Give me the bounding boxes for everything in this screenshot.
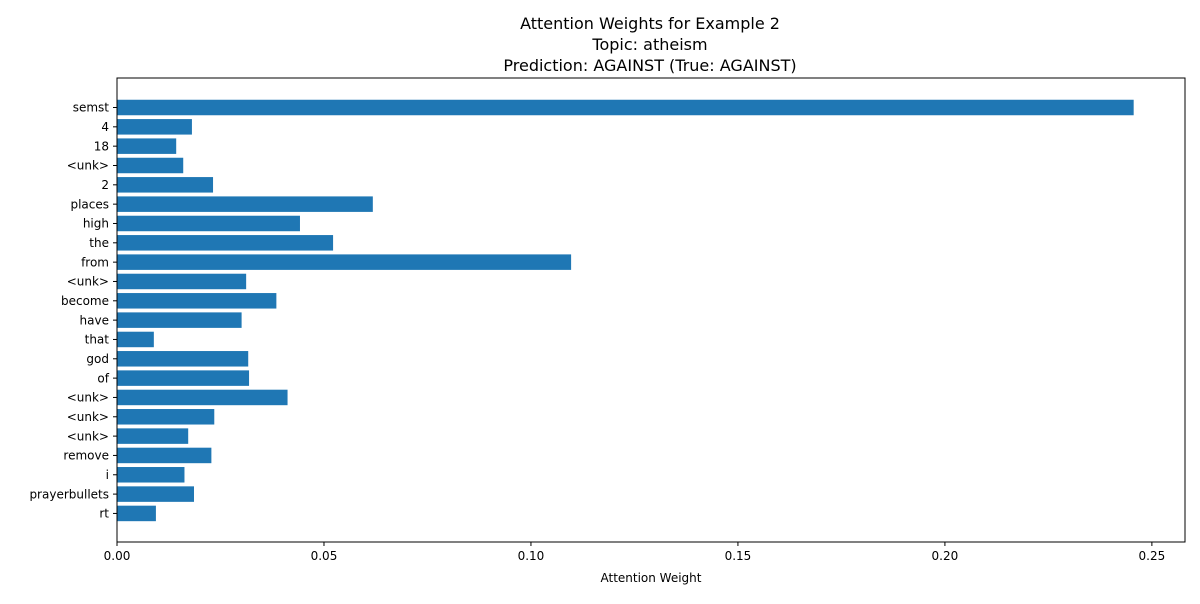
bar xyxy=(117,409,215,425)
y-tick-label: <unk> xyxy=(67,410,109,424)
bar xyxy=(117,293,277,309)
chart-title-line-2: Topic: atheism xyxy=(591,35,707,54)
bar xyxy=(117,486,194,502)
bar xyxy=(117,370,250,386)
y-tick-label: high xyxy=(83,217,109,231)
y-tick-label: <unk> xyxy=(67,391,109,405)
y-tick-label: the xyxy=(89,236,109,250)
x-axis-ticks: 0.00 0.05 0.10 0.15 0.20 0.25 xyxy=(104,542,1166,563)
y-tick-label: have xyxy=(80,313,109,327)
y-tick-label: god xyxy=(86,352,109,366)
y-tick-label: that xyxy=(85,333,110,347)
bar xyxy=(117,196,373,212)
chart-title-line-3: Prediction: AGAINST (True: AGAINST) xyxy=(503,56,796,75)
bar xyxy=(117,428,189,444)
chart-title-line-1: Attention Weights for Example 2 xyxy=(520,14,780,33)
bar xyxy=(117,312,242,328)
bar xyxy=(117,389,288,406)
x-tick-label: 0.10 xyxy=(518,549,545,563)
x-axis-label: Attention Weight xyxy=(600,571,701,585)
y-tick-label: rt xyxy=(99,507,109,521)
y-tick-label: 2 xyxy=(101,178,109,192)
y-axis-ticks: semst 4 18 <unk> 2 places high the from <unk> beco… xyxy=(29,101,117,521)
y-tick-label: 4 xyxy=(101,120,109,134)
bar xyxy=(117,505,156,522)
bar xyxy=(117,351,249,367)
chart-title: Attention Weights for Example 2 Topic: a… xyxy=(503,14,796,75)
y-tick-label: <unk> xyxy=(67,275,109,289)
bar xyxy=(117,447,212,464)
bar xyxy=(117,235,334,251)
y-tick-label: of xyxy=(97,371,109,385)
y-tick-label: semst xyxy=(73,101,110,115)
y-tick-label: prayerbullets xyxy=(29,487,109,501)
y-tick-label: i xyxy=(106,468,109,482)
y-tick-label: <unk> xyxy=(67,429,109,443)
x-tick-label: 0.05 xyxy=(311,549,338,563)
x-tick-label: 0.20 xyxy=(932,549,959,563)
bar xyxy=(117,331,154,348)
bar xyxy=(117,254,572,270)
y-tick-label: <unk> xyxy=(67,159,109,173)
bars-group xyxy=(117,99,1134,522)
bar xyxy=(117,467,185,483)
x-tick-label: 0.15 xyxy=(725,549,752,563)
y-tick-label: remove xyxy=(63,449,109,463)
bar xyxy=(117,157,184,174)
bar xyxy=(117,138,177,154)
y-tick-label: from xyxy=(81,255,109,269)
bar xyxy=(117,99,1134,116)
y-tick-label: 18 xyxy=(94,139,109,153)
bar xyxy=(117,119,192,135)
y-tick-label: places xyxy=(70,197,109,211)
bar xyxy=(117,177,214,193)
bar xyxy=(117,215,300,232)
x-tick-label: 0.25 xyxy=(1139,549,1166,563)
plot-area-frame xyxy=(116,77,1186,543)
y-tick-label: become xyxy=(61,294,109,308)
bar xyxy=(117,273,247,290)
x-tick-label: 0.00 xyxy=(104,549,131,563)
